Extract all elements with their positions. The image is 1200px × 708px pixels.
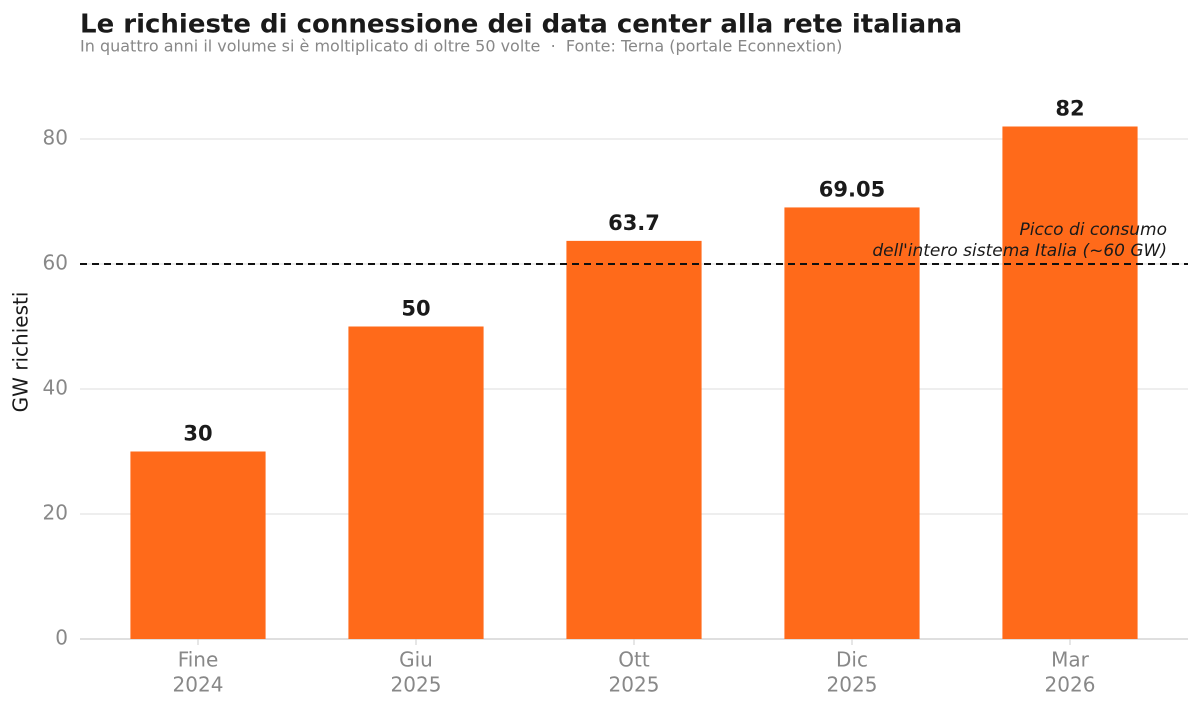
bar	[784, 207, 920, 639]
x-tick-label: Mar	[1051, 648, 1090, 672]
y-tick-label: 80	[43, 126, 68, 150]
chart-subtitle: In quattro anni il volume si è moltiplic…	[80, 37, 842, 56]
bar	[348, 326, 484, 639]
annotation: Picco di consumo	[1019, 220, 1167, 240]
x-tick-label: 2025	[391, 673, 442, 697]
x-tick-label: Giu	[399, 648, 433, 672]
value-label: 63.7	[608, 211, 660, 235]
value-label: 30	[183, 422, 212, 446]
value-label: 82	[1055, 97, 1084, 121]
bar	[1002, 126, 1138, 639]
x-tick-label: Dic	[836, 648, 868, 672]
x-tick-label: 2025	[827, 673, 878, 697]
value-label: 50	[401, 297, 430, 321]
annotation: dell'intero sistema Italia (~60 GW)	[872, 241, 1167, 261]
bar	[130, 451, 266, 639]
x-tick-label: 2024	[173, 673, 224, 697]
y-tick-label: 20	[43, 501, 68, 525]
y-tick-label: 60	[43, 251, 68, 275]
chart-title: Le richieste di connessione dei data cen…	[80, 10, 962, 40]
x-tick-label: Ott	[618, 648, 650, 672]
x-tick-label: 2025	[609, 673, 660, 697]
y-tick-label: 40	[43, 376, 68, 400]
bar	[566, 240, 702, 639]
x-tick-label: 2026	[1045, 673, 1096, 697]
y-axis-label: GW richiesti	[9, 292, 33, 413]
x-tick-label: Fine	[178, 648, 219, 672]
value-label: 69.05	[819, 177, 885, 201]
y-tick-label: 0	[55, 626, 68, 650]
